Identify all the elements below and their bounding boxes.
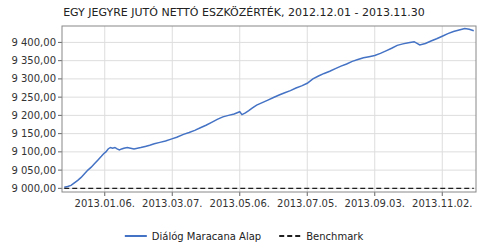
legend-swatch [279, 235, 301, 237]
legend: Diálóg Maracana Alap Benchmark [125, 231, 364, 242]
y-tick-label: 9 100,00 [11, 146, 56, 157]
x-tick-label: 2013.03.07. [142, 198, 202, 209]
x-grid-line [442, 26, 443, 192]
series-line [64, 29, 474, 188]
y-tick [58, 60, 62, 61]
x-tick-label: 2013.01.06. [75, 198, 135, 209]
x-tick-label: 2013.11.02. [412, 198, 472, 209]
y-grid-line [62, 97, 476, 98]
x-tick [172, 192, 173, 196]
x-grid-line [307, 26, 308, 192]
x-tick-label: 2013.05.06. [210, 198, 270, 209]
x-grid-line [104, 26, 105, 192]
x-grid-line [172, 26, 173, 192]
y-tick [58, 115, 62, 116]
y-grid-line [62, 188, 476, 189]
y-tick-label: 9 350,00 [11, 55, 56, 66]
series-group [64, 29, 474, 189]
y-tick-label: 9 150,00 [11, 128, 56, 139]
x-tick [307, 192, 308, 196]
y-tick-label: 9 200,00 [11, 110, 56, 121]
y-grid-line [62, 115, 476, 116]
x-tick [442, 192, 443, 196]
y-grid-line [62, 151, 476, 152]
series-line [64, 188, 474, 189]
x-tick [374, 192, 375, 196]
legend-item: Diálóg Maracana Alap [125, 231, 261, 242]
x-tick-label: 2013.09.03. [345, 198, 405, 209]
y-tick-label: 9 000,00 [11, 183, 56, 194]
y-tick [58, 133, 62, 134]
axes: 9 000,00 9 050,00 9 100,00 9 150,00 9 200,00… [11, 37, 472, 209]
y-grid-line [62, 78, 476, 79]
y-grid-line [62, 60, 476, 61]
plot-frame [62, 26, 476, 192]
y-tick-label: 9 250,00 [11, 92, 56, 103]
x-grid-line [374, 26, 375, 192]
y-tick [58, 42, 62, 43]
x-tick-label: 2013.07.05. [277, 198, 337, 209]
y-tick-label: 9 050,00 [11, 165, 56, 176]
legend-label: Benchmark [306, 231, 363, 242]
chart: EGY JEGYRE JUTÓ NETTÓ ESZKÖZÉRTÉK, 2012.… [0, 0, 488, 250]
y-tick [58, 170, 62, 171]
y-tick [58, 78, 62, 79]
x-tick [104, 192, 105, 196]
y-tick-label: 9 400,00 [11, 37, 56, 48]
grid [62, 26, 476, 192]
y-grid-line [62, 133, 476, 134]
y-tick [58, 97, 62, 98]
y-tick [58, 151, 62, 152]
legend-swatch [125, 235, 147, 237]
legend-item: Benchmark [279, 231, 363, 242]
x-tick [239, 192, 240, 196]
y-grid-line [62, 170, 476, 171]
legend-label: Diálóg Maracana Alap [152, 231, 261, 242]
y-tick-label: 9 300,00 [11, 73, 56, 84]
x-grid-line [239, 26, 240, 192]
title: EGY JEGYRE JUTÓ NETTÓ ESZKÖZÉRTÉK, 2012.… [63, 6, 425, 19]
y-tick [58, 188, 62, 189]
